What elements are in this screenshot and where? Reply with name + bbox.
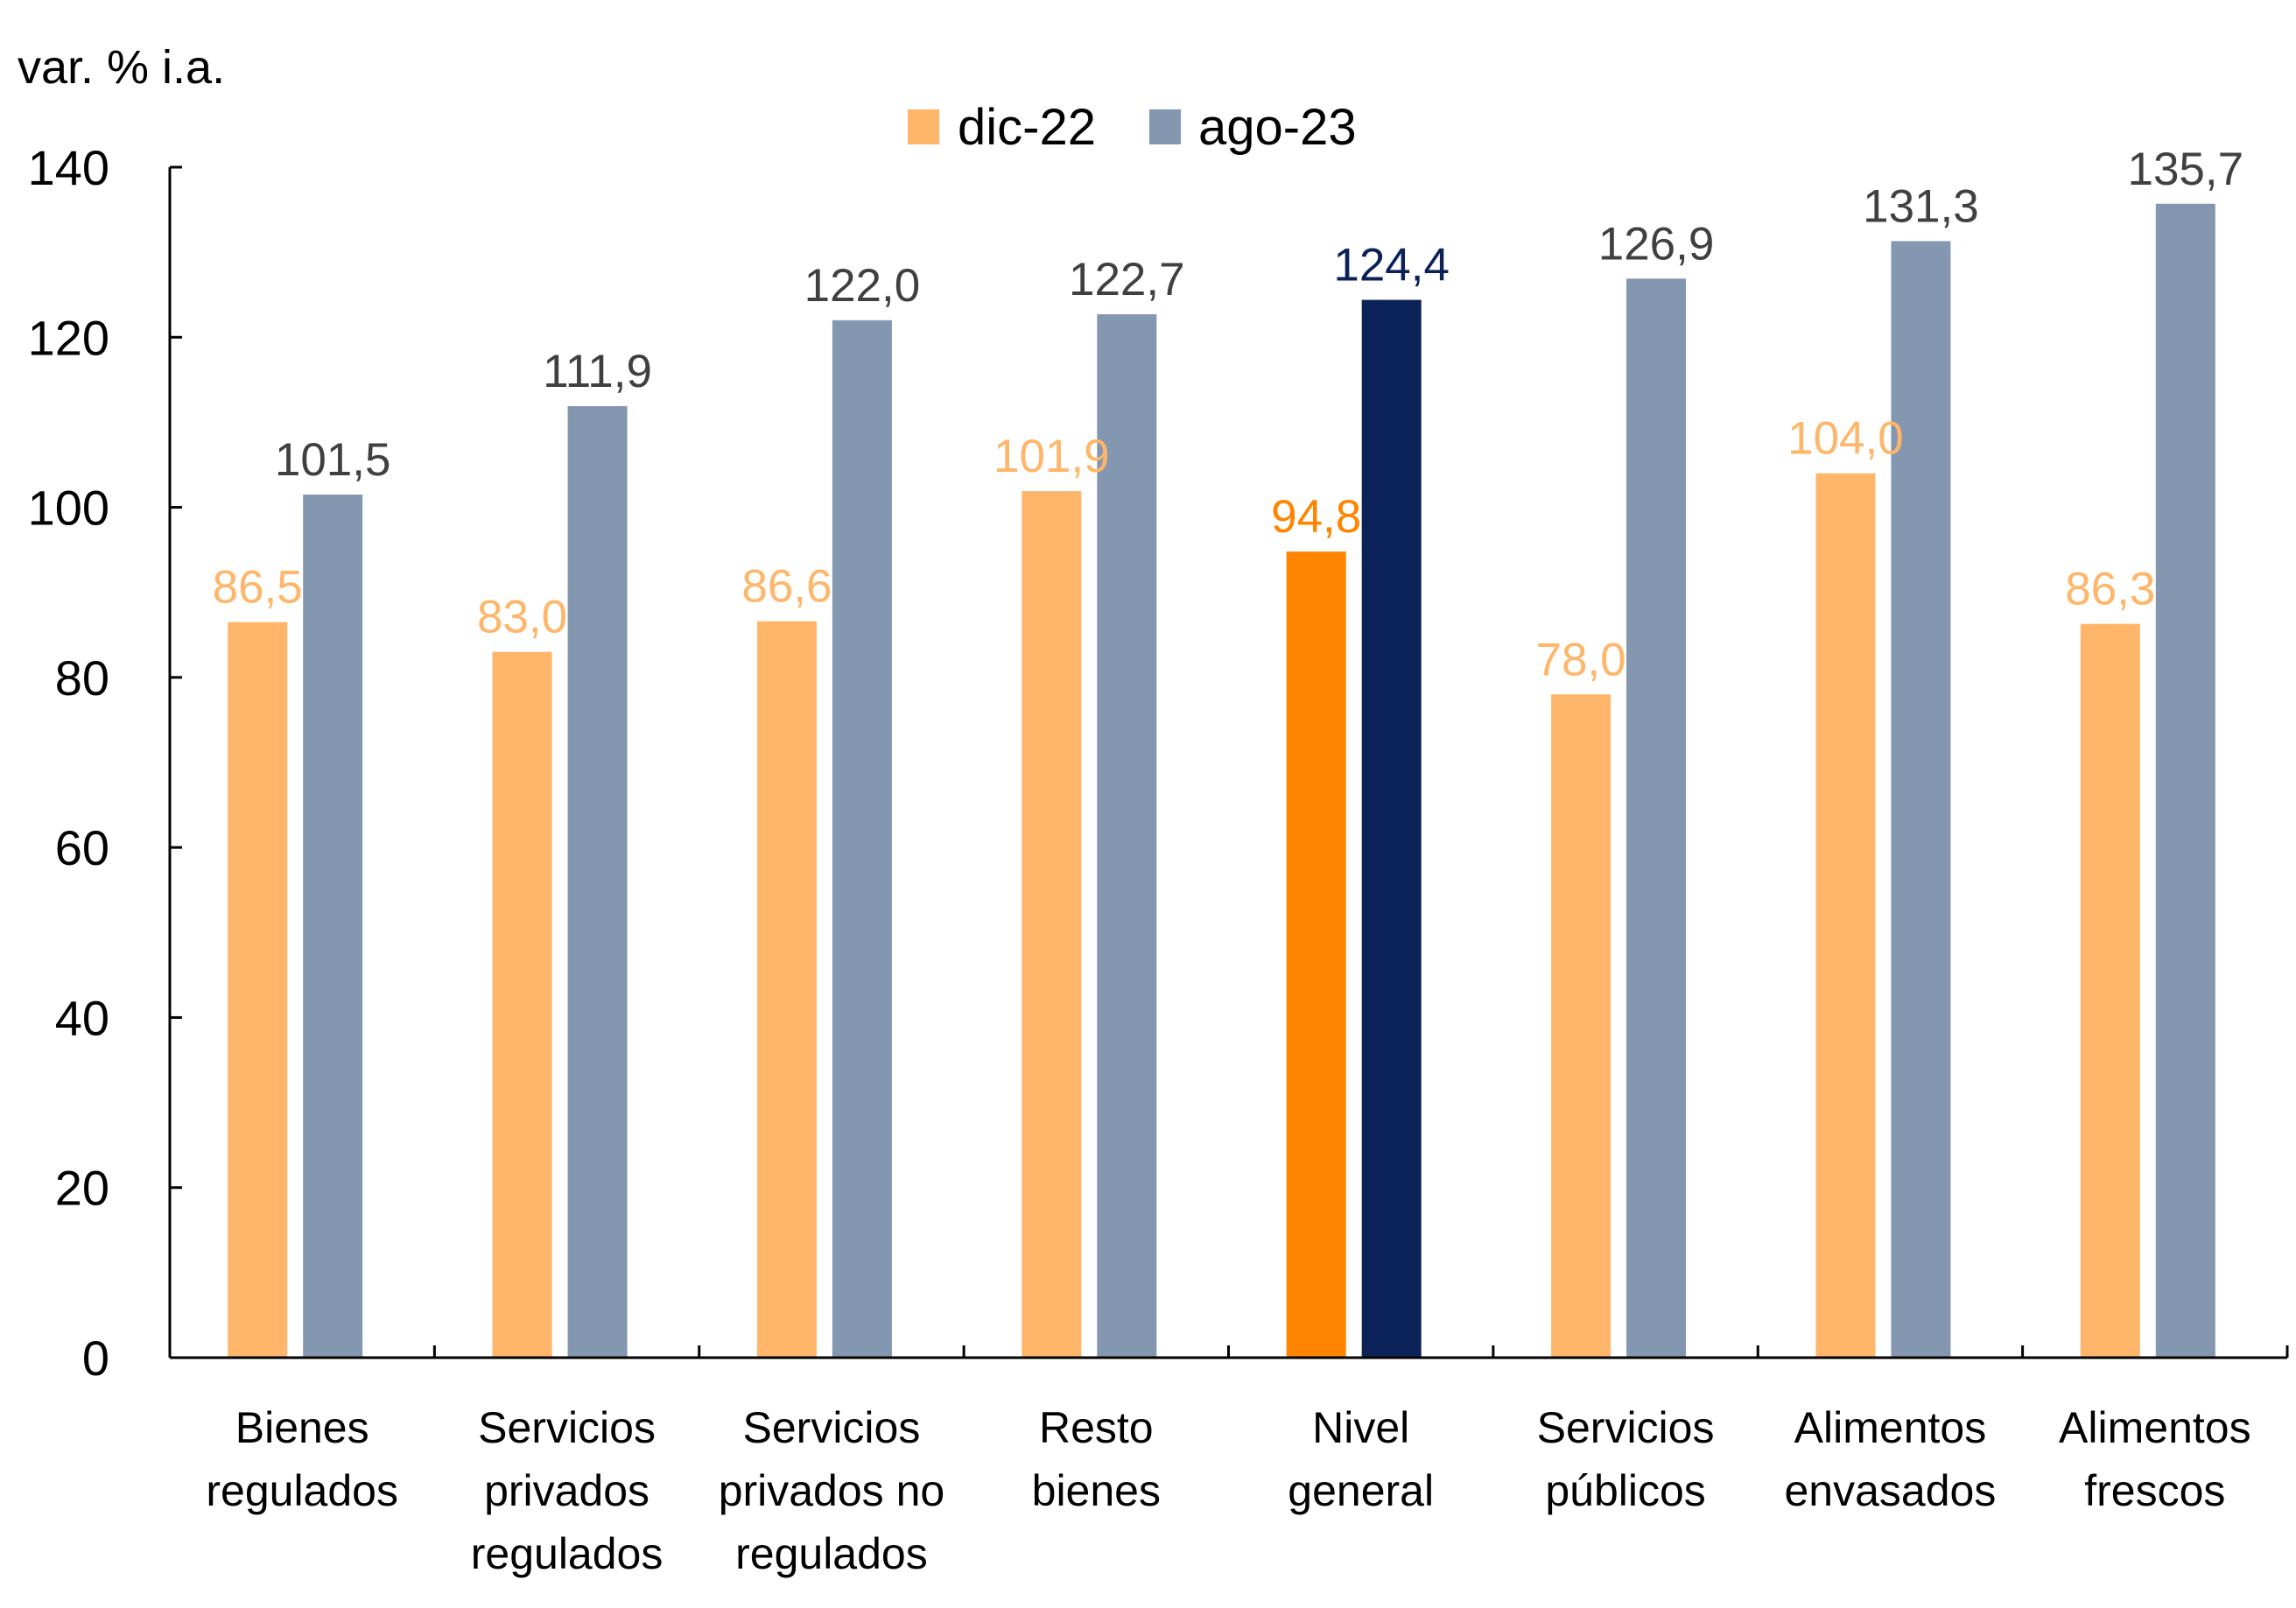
x-tick-label: privados: [484, 1466, 649, 1515]
data-label-dic-22-2: 86,6: [741, 561, 832, 613]
data-label-dic-22-4: 94,8: [1271, 491, 1361, 543]
x-tick-label: privados no: [719, 1466, 945, 1515]
bar-dic-22-3: [1022, 491, 1082, 1358]
bars: [228, 203, 2215, 1359]
legend-label-ago-23: ago-23: [1198, 99, 1357, 156]
bar-dic-22-6: [1815, 473, 1876, 1358]
y-tick-label: 40: [55, 990, 109, 1045]
y-tick-label: 60: [55, 820, 109, 875]
bar-ago-23-3: [1097, 314, 1157, 1358]
bar-ago-23-4: [1361, 299, 1422, 1358]
y-tick-label: 140: [28, 140, 109, 195]
legend-swatch-dic-22: [908, 109, 939, 144]
x-tick-label: Servicios: [743, 1403, 921, 1452]
y-tick-label: 20: [55, 1161, 109, 1216]
data-label-dic-22-0: 86,5: [213, 562, 303, 614]
y-unit-label: var. % i.a.: [18, 41, 225, 94]
bar-dic-22-7: [2080, 623, 2140, 1358]
x-tick-label: frescos: [2084, 1466, 2225, 1515]
bar-dic-22-2: [756, 621, 817, 1358]
x-tick-label: Servicios: [478, 1403, 656, 1452]
data-label-ago-23-5: 126,9: [1598, 218, 1715, 270]
legend: dic-22 ago-23: [908, 99, 1357, 156]
data-label-ago-23-0: 101,5: [275, 434, 391, 486]
bar-ago-23-5: [1626, 278, 1687, 1359]
data-label-dic-22-7: 86,3: [2065, 564, 2155, 615]
y-axis-ticks: 0 20 40 60 80 100 120 140: [28, 140, 182, 1386]
y-tick-label: 0: [82, 1331, 109, 1386]
data-label-dic-22-3: 101,9: [994, 431, 1110, 482]
x-tick-label: Alimentos: [1794, 1403, 1987, 1452]
bar-dic-22-1: [492, 651, 552, 1358]
x-tick-label: regulados: [471, 1529, 664, 1578]
data-label-ago-23-4: 124,4: [1333, 240, 1450, 291]
x-tick-label: Alimentos: [2059, 1403, 2251, 1452]
x-tick-label: regulados: [206, 1466, 398, 1515]
bar-dic-22-4: [1286, 551, 1346, 1358]
x-tick-label: Servicios: [1537, 1403, 1715, 1452]
bar-dic-22-5: [1551, 694, 1611, 1358]
bar-dic-22-0: [228, 621, 288, 1358]
x-axis-ticks: [432, 1345, 2289, 1358]
x-tick-label: Nivel: [1312, 1403, 1409, 1452]
data-label-dic-22-5: 78,0: [1535, 634, 1625, 685]
x-tick-label: públicos: [1545, 1466, 1705, 1515]
data-label-ago-23-1: 111,9: [543, 346, 652, 397]
bar-ago-23-6: [1891, 241, 1951, 1358]
data-label-ago-23-6: 131,3: [1863, 181, 1979, 233]
legend-label-dic-22: dic-22: [958, 99, 1096, 156]
y-tick-label: 100: [28, 481, 109, 536]
data-label-ago-23-2: 122,0: [804, 260, 921, 312]
data-label-ago-23-7: 135,7: [2127, 144, 2243, 195]
x-tick-label: general: [1288, 1466, 1434, 1515]
data-label-dic-22-6: 104,0: [1787, 413, 1904, 465]
x-tick-label: bienes: [1032, 1466, 1161, 1515]
bar-ago-23-2: [832, 319, 892, 1358]
data-label-ago-23-3: 122,7: [1069, 254, 1185, 305]
y-tick-label: 120: [28, 310, 109, 365]
bar-ago-23-0: [303, 495, 363, 1358]
legend-swatch-ago-23: [1149, 109, 1181, 144]
bar-ago-23-7: [2155, 203, 2215, 1358]
data-labels: 86,5 101,5 83,0 111,9 86,6 122,0 101,9 122,7 94,…: [213, 144, 2244, 686]
x-tick-label: envasados: [1785, 1466, 1997, 1515]
x-tick-label: Resto: [1039, 1403, 1154, 1452]
data-label-dic-22-1: 83,0: [477, 592, 567, 643]
x-tick-label: Bienes: [235, 1403, 369, 1452]
x-tick-label: regulados: [735, 1529, 928, 1578]
bar-ago-23-1: [567, 405, 628, 1358]
x-axis-labels: Bienes regulados Servicios privados regulado…: [206, 1403, 2250, 1578]
y-tick-label: 80: [55, 650, 109, 706]
